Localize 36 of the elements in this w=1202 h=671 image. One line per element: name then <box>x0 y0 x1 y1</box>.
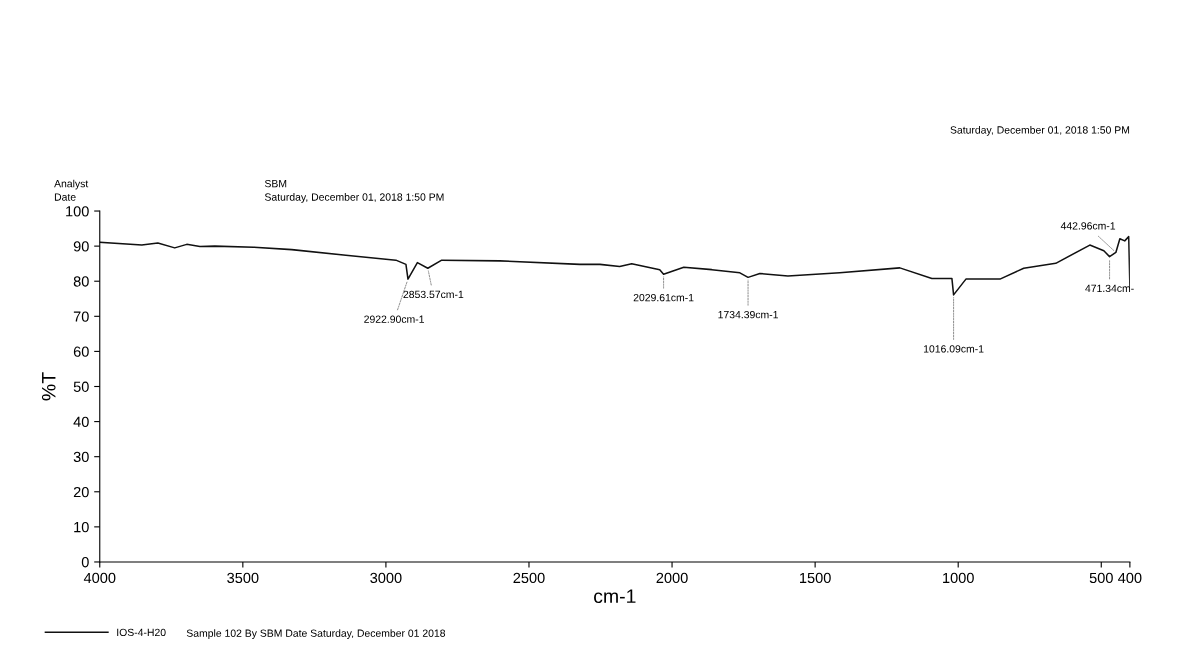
x-tick-label: 4000 <box>83 572 116 584</box>
y-tick-label: 70 <box>73 311 89 322</box>
y-tick-label: 0 <box>81 557 89 568</box>
text: SBM <box>264 179 287 188</box>
x-tick-label: 1500 <box>800 572 831 584</box>
y-tick-label: 50 <box>73 381 89 392</box>
y-axis-title: %T <box>41 372 56 401</box>
x-axis-title: cm-1 <box>594 589 636 604</box>
annotation: 1734.39cm-1 <box>718 310 778 319</box>
x-tick-label: 1000 <box>943 572 974 584</box>
annotation: 1016.09cm-1 <box>923 345 984 353</box>
text: IOS-4-H20 <box>117 628 166 637</box>
text: Analyst <box>54 179 89 190</box>
y-tick-label: 40 <box>73 416 89 428</box>
y-tick-label: 100 <box>66 206 89 217</box>
x-tick-label: 400 <box>1118 572 1142 584</box>
text: Saturday, December 01, 2018 1:50 PM <box>264 193 444 203</box>
y-tick-label: 30 <box>73 451 89 463</box>
annotation: 2029.61cm-1 <box>633 293 694 302</box>
x-tick-label: 2500 <box>513 572 545 584</box>
x-tick-label: 3000 <box>370 572 402 584</box>
y-tick-label: 60 <box>73 346 89 357</box>
annotation: 2922.90cm-1 <box>364 315 424 323</box>
text: Date <box>54 193 76 201</box>
x-tick-label: 500 <box>1089 572 1113 584</box>
text: Saturday, December 01, 2018 1:50 PM <box>950 125 1130 136</box>
y-tick-label: 80 <box>73 276 89 287</box>
annotation: 442.96cm-1 <box>1060 222 1116 230</box>
y-tick-label: 20 <box>73 486 89 498</box>
annotation: 2853.57cm-1 <box>403 290 464 299</box>
x-tick-label: 2000 <box>656 572 688 584</box>
x-tick-label: 3500 <box>227 572 259 584</box>
annotation: 471.34cm- <box>1085 284 1134 293</box>
y-tick-label: 10 <box>74 521 89 533</box>
y-tick-label: 90 <box>73 241 89 252</box>
text: Sample 102 By SBM Date Saturday, December 01 2018 <box>186 629 446 639</box>
